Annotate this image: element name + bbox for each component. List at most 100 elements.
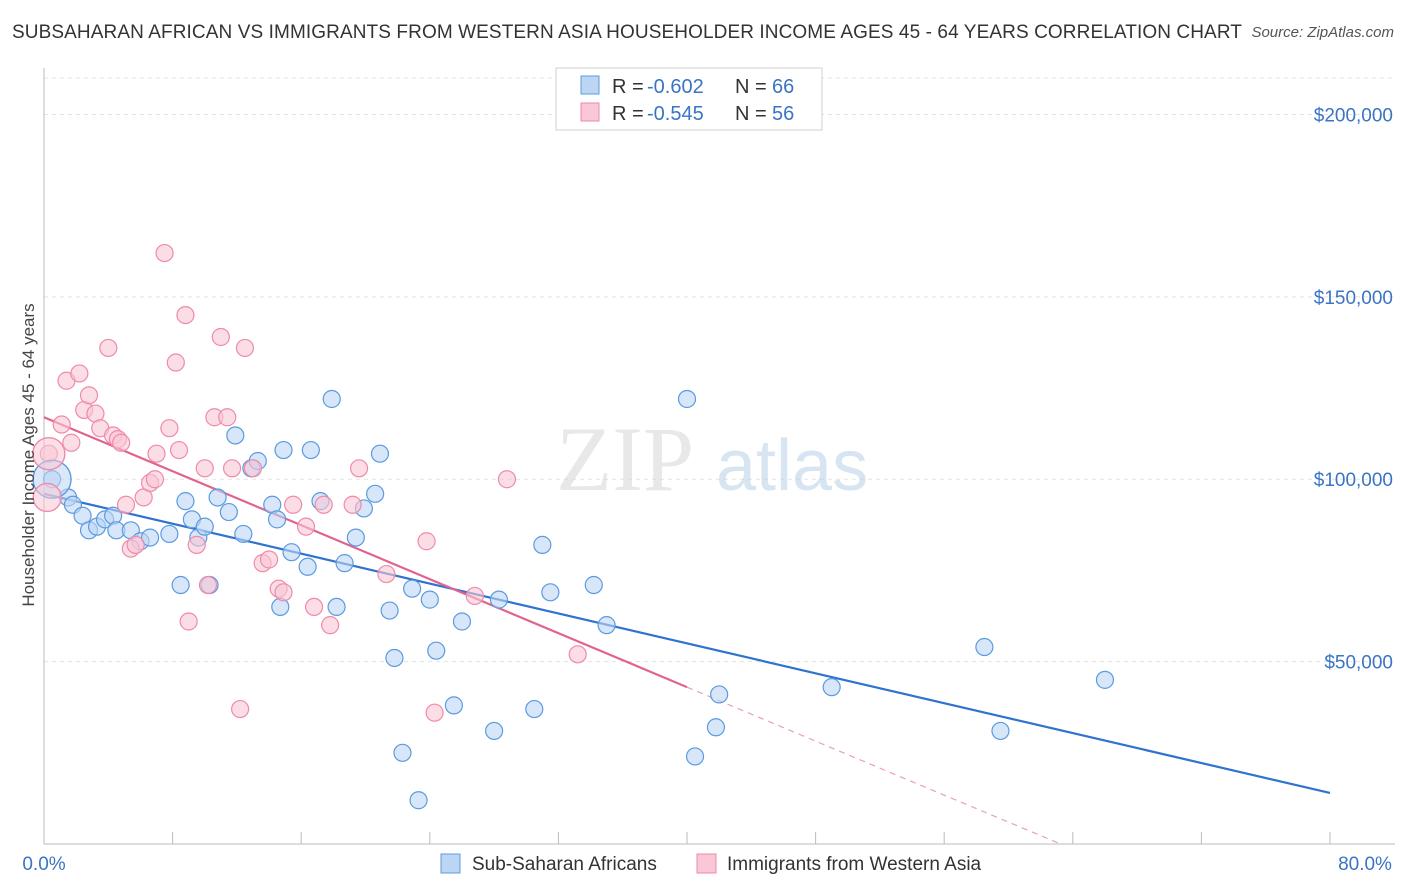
series-legend: Sub-Saharan Africans Immigrants from Wes…: [440, 853, 982, 875]
legend-n-label-2: N =: [735, 103, 767, 125]
data-points: [32, 243, 1115, 810]
series-1-point: [187, 535, 206, 554]
series-1-point: [222, 459, 242, 478]
legend-swatch-pink: [580, 102, 600, 122]
series-0-point: [485, 721, 504, 741]
series-1-point: [198, 575, 218, 595]
series-0-point: [370, 444, 390, 463]
y-axis-label: Householder Income Ages 45 - 64 years: [19, 303, 38, 606]
series-1-point: [116, 495, 136, 514]
y-tick-label-1: $100,000: [1314, 470, 1393, 491]
series-0-point: [444, 696, 464, 715]
series-1-point: [235, 338, 255, 358]
series-1-point: [126, 535, 145, 554]
series-0-point: [409, 791, 428, 810]
legend-r-label-2: R =: [612, 103, 644, 125]
series-1-point: [79, 386, 99, 405]
series-0-point: [366, 484, 385, 503]
series-0-point: [489, 590, 509, 609]
series-1-point: [343, 495, 362, 514]
series-0-point: [195, 517, 214, 536]
x-tick-label-min: 0.0%: [22, 854, 65, 875]
series-0-point: [234, 524, 253, 544]
bottom-legend-label-2: Immigrants from Western Asia: [727, 854, 982, 875]
series-0-point: [710, 685, 729, 704]
y-tick-label-0: $50,000: [1324, 653, 1393, 674]
bottom-legend-swatch-pink: [696, 853, 717, 874]
series-1-point: [160, 419, 179, 438]
correlation-legend: R = -0.602 N = 66 R = -0.545 N = 56: [555, 67, 823, 131]
series-1-point: [112, 433, 131, 452]
legend-n-value-2: 56: [772, 103, 794, 125]
series-1-cluster-point: [32, 437, 66, 471]
y-tick-label-3: $200,000: [1314, 105, 1393, 126]
series-0-point: [427, 641, 446, 660]
series-1-point: [417, 532, 436, 551]
series-0-point: [298, 557, 317, 576]
series-0-point: [991, 721, 1010, 741]
series-0-point: [403, 579, 422, 598]
series-0-point: [226, 426, 245, 445]
series-0-point: [452, 612, 472, 631]
series-1-point: [568, 645, 587, 664]
trend-line-extension-series-1: [686, 686, 1061, 845]
legend-r-label-1: R =: [612, 76, 644, 98]
series-0-point: [677, 389, 697, 409]
y-tick-label-2: $150,000: [1314, 288, 1393, 309]
series-1-point: [99, 338, 118, 358]
series-0-point: [584, 575, 603, 595]
series-1-point: [179, 612, 198, 631]
series-0-point: [533, 535, 552, 554]
series-1-point: [147, 444, 166, 463]
legend-r-value-2: -0.545: [647, 103, 704, 125]
series-1-point: [195, 459, 214, 478]
series-0-point: [706, 718, 726, 737]
trend-lines: [43, 416, 1331, 845]
grid-lines: [44, 77, 1395, 663]
series-1-point: [321, 616, 340, 635]
series-1-point: [62, 433, 81, 452]
series-1-point: [259, 550, 279, 569]
bottom-legend-label-1: Sub-Saharan Africans: [472, 854, 657, 875]
legend-n-value-1: 66: [772, 76, 794, 98]
series-0-point: [385, 648, 404, 668]
series-1-point: [231, 699, 250, 719]
series-1-point: [211, 327, 230, 347]
series-1-point: [274, 583, 293, 602]
legend-n-label-1: N =: [735, 76, 767, 98]
bottom-legend-swatch-blue: [440, 853, 461, 874]
series-0-point: [219, 502, 238, 522]
series-0-point: [335, 554, 354, 573]
trend-line-series-0: [43, 492, 1331, 795]
series-1-point: [218, 408, 237, 427]
watermark-atlas: atlas: [716, 426, 868, 506]
series-1-point: [377, 564, 396, 584]
trend-line-series-1: [43, 416, 688, 689]
series-1-point: [304, 597, 324, 617]
series-0-point: [140, 528, 160, 547]
series-1-point: [296, 517, 316, 536]
series-1-point: [243, 459, 263, 478]
series-1-point: [314, 495, 333, 514]
series-1-point: [425, 703, 444, 722]
x-tick-label-max: 80.0%: [1338, 854, 1392, 875]
legend-r-value-1: -0.602: [647, 76, 704, 98]
series-0-point: [1095, 670, 1115, 689]
series-1-point: [145, 470, 165, 489]
series-0-point: [541, 583, 560, 602]
series-1-point: [70, 364, 89, 383]
source-label: Source: ZipAtlas.com: [1251, 24, 1394, 41]
y-tick-labels: $50,000 $100,000 $150,000 $200,000: [1314, 105, 1393, 673]
chart-title: SUBSAHARAN AFRICAN VS IMMIGRANTS FROM WE…: [12, 22, 1243, 43]
series-0-point: [822, 678, 841, 697]
series-0-point: [380, 601, 399, 620]
series-0-point: [160, 524, 179, 544]
series-0-point: [171, 575, 190, 595]
series-1-point: [169, 440, 189, 460]
series-1-point: [465, 586, 484, 606]
series-1-point: [284, 495, 303, 514]
series-0-point: [176, 492, 195, 511]
series-0-point: [282, 543, 301, 562]
watermark-zip: ZIP: [556, 408, 694, 510]
